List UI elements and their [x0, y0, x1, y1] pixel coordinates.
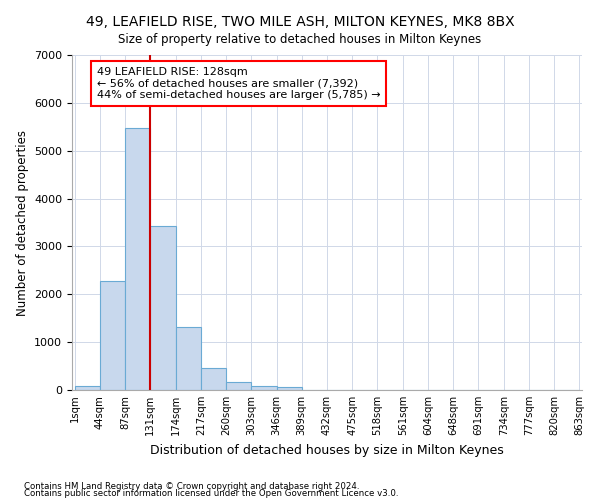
Bar [176, 328, 201, 390]
Bar [100, 281, 125, 390]
Bar [277, 388, 302, 390]
Text: Contains HM Land Registry data © Crown copyright and database right 2024.: Contains HM Land Registry data © Crown c… [24, 482, 359, 491]
Y-axis label: Number of detached properties: Number of detached properties [16, 130, 29, 316]
Bar [74, 386, 100, 390]
Bar [150, 226, 176, 390]
Text: Size of property relative to detached houses in Milton Keynes: Size of property relative to detached ho… [118, 32, 482, 46]
Text: 49, LEAFIELD RISE, TWO MILE ASH, MILTON KEYNES, MK8 8BX: 49, LEAFIELD RISE, TWO MILE ASH, MILTON … [86, 15, 514, 29]
Text: 49 LEAFIELD RISE: 128sqm
← 56% of detached houses are smaller (7,392)
44% of sem: 49 LEAFIELD RISE: 128sqm ← 56% of detach… [97, 67, 380, 100]
Bar [201, 368, 226, 390]
X-axis label: Distribution of detached houses by size in Milton Keynes: Distribution of detached houses by size … [150, 444, 504, 456]
Text: Contains public sector information licensed under the Open Government Licence v3: Contains public sector information licen… [24, 490, 398, 498]
Bar [125, 128, 150, 390]
Bar [226, 382, 251, 390]
Bar [251, 386, 277, 390]
